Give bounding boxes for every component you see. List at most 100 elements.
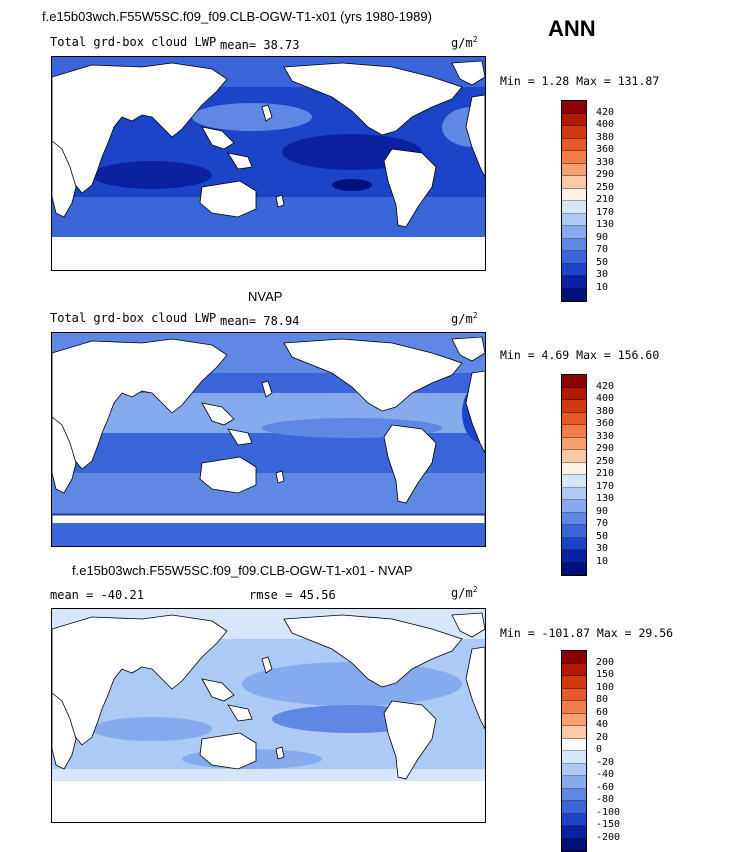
legend-swatch bbox=[562, 450, 586, 463]
legend-level-label: 330 bbox=[596, 156, 615, 168]
legend-swatch bbox=[562, 537, 586, 550]
land-outline bbox=[275, 194, 285, 208]
legend-swatch bbox=[562, 288, 586, 301]
land-outline bbox=[52, 692, 77, 770]
legend-swatch bbox=[562, 437, 586, 450]
legend-level-label: 210 bbox=[596, 194, 615, 205]
land-outline bbox=[383, 700, 437, 780]
legend-level-label: 60 bbox=[596, 706, 609, 718]
land-outline bbox=[275, 746, 285, 760]
legend-level-label: 360 bbox=[596, 418, 615, 429]
panel1-units: g/m2 bbox=[451, 35, 478, 50]
legend-swatch bbox=[562, 475, 586, 488]
legend-swatch bbox=[562, 525, 586, 538]
legend-level-label: 130 bbox=[596, 219, 615, 230]
legend-level-label: 50 bbox=[596, 256, 609, 268]
land-outline bbox=[283, 62, 463, 136]
legend-swatch bbox=[562, 688, 586, 701]
legend-level-label: 20 bbox=[596, 731, 609, 743]
legend-swatch bbox=[562, 550, 586, 563]
legend-swatch bbox=[562, 188, 586, 201]
legend-level-label: -40 bbox=[596, 769, 615, 780]
legend-level-label: 420 bbox=[596, 380, 615, 392]
panel3-map bbox=[51, 608, 486, 823]
legend-swatch bbox=[562, 213, 586, 226]
panel1-map bbox=[51, 56, 486, 271]
legend-level-label: 90 bbox=[596, 505, 609, 517]
legend-swatch bbox=[562, 726, 586, 739]
panel1-minmax: Min = 1.28 Max = 131.87 bbox=[500, 74, 660, 88]
panel3-title: f.e15b03wch.F55W5SC.f09_f09.CLB-OGW-T1-x… bbox=[72, 563, 413, 578]
legend-level-label: -20 bbox=[596, 756, 615, 768]
legend-level-label: 330 bbox=[596, 430, 615, 442]
land-outline bbox=[283, 614, 463, 688]
legend-swatch bbox=[562, 487, 586, 500]
legend-swatch bbox=[562, 238, 586, 251]
legend-level-label: 380 bbox=[596, 405, 615, 417]
legend-level-label: 250 bbox=[596, 455, 615, 467]
land-outline bbox=[465, 94, 485, 178]
legend-level-label: 200 bbox=[596, 656, 615, 668]
legend-swatch bbox=[562, 801, 586, 814]
legend-level-label: 170 bbox=[596, 480, 615, 492]
legend-level-label: 70 bbox=[596, 244, 609, 255]
legend-level-label: 210 bbox=[596, 468, 615, 479]
land-outline bbox=[227, 152, 253, 170]
legend-swatch bbox=[562, 387, 586, 400]
panel2-map bbox=[51, 332, 486, 547]
legend-swatch bbox=[562, 263, 586, 276]
panel1-legend bbox=[561, 100, 587, 302]
legend-level-label: 0 bbox=[596, 744, 603, 755]
legend-level-label: 400 bbox=[596, 119, 615, 130]
legend-swatch bbox=[562, 512, 586, 525]
legend-swatch bbox=[562, 226, 586, 239]
legend-swatch bbox=[562, 763, 586, 776]
legend-level-label: -200 bbox=[596, 831, 621, 843]
legend-level-label: 30 bbox=[596, 543, 609, 554]
legend-swatch bbox=[562, 126, 586, 139]
legend-swatch bbox=[562, 562, 586, 575]
land-outline bbox=[465, 370, 485, 454]
legend-swatch bbox=[562, 713, 586, 726]
legend-level-label: 10 bbox=[596, 555, 609, 567]
land-outline bbox=[383, 424, 437, 504]
legend-level-label: 50 bbox=[596, 530, 609, 542]
legend-swatch bbox=[562, 826, 586, 839]
panel2-minmax: Min = 4.69 Max = 156.60 bbox=[500, 348, 660, 362]
land-outline bbox=[199, 180, 257, 218]
legend-level-label: 250 bbox=[596, 181, 615, 193]
legend-swatch bbox=[562, 838, 586, 851]
land-outline bbox=[451, 60, 485, 86]
legend-swatch bbox=[562, 201, 586, 214]
legend-swatch bbox=[562, 176, 586, 189]
legend-level-label: 360 bbox=[596, 144, 615, 155]
land-outline bbox=[227, 428, 253, 446]
land-outline bbox=[227, 704, 253, 722]
legend-level-label: 10 bbox=[596, 281, 609, 293]
legend-swatch bbox=[562, 663, 586, 676]
panel1-title: f.e15b03wch.F55W5SC.f09_f09.CLB-OGW-T1-x… bbox=[42, 9, 432, 24]
panel3-units: g/m2 bbox=[451, 585, 478, 600]
legend-level-label: 290 bbox=[596, 169, 615, 180]
land-outline bbox=[451, 612, 485, 638]
legend-swatch bbox=[562, 375, 586, 388]
land-outline bbox=[383, 148, 437, 228]
land-outline bbox=[465, 646, 485, 730]
legend-swatch bbox=[562, 101, 586, 114]
legend-swatch bbox=[562, 462, 586, 475]
legend-swatch bbox=[562, 500, 586, 513]
legend-swatch bbox=[562, 776, 586, 789]
legend-swatch bbox=[562, 151, 586, 164]
legend-level-label: 290 bbox=[596, 443, 615, 454]
land-outline bbox=[261, 380, 273, 398]
legend-swatch bbox=[562, 412, 586, 425]
legend-level-label: -150 bbox=[596, 819, 621, 830]
legend-level-label: 70 bbox=[596, 518, 609, 529]
legend-swatch bbox=[562, 425, 586, 438]
legend-level-label: -100 bbox=[596, 806, 621, 818]
legend-swatch bbox=[562, 138, 586, 151]
legend-level-label: 130 bbox=[596, 493, 615, 504]
land-outline bbox=[201, 126, 235, 150]
legend-level-label: 80 bbox=[596, 694, 609, 705]
panel2-title: NVAP bbox=[248, 289, 283, 304]
